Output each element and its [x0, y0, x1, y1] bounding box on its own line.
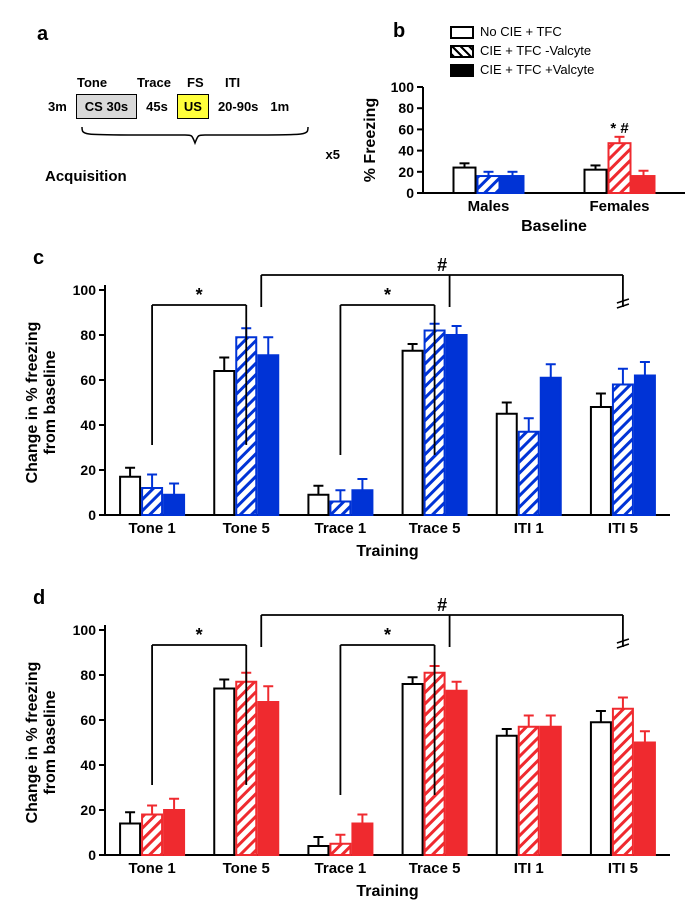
training-chart-males: 0 20 40 60 80 100 Change in % freezingfrom bas…: [15, 240, 685, 570]
sch-label-tone: Tone: [77, 75, 129, 90]
svg-text:60: 60: [80, 712, 96, 728]
svg-text:20: 20: [398, 164, 414, 180]
svg-text:* #: * #: [610, 120, 629, 137]
svg-text:*: *: [196, 625, 203, 645]
svg-text:60: 60: [398, 121, 414, 137]
svg-text:20: 20: [80, 802, 96, 818]
sch-label-trace: Trace: [137, 75, 179, 90]
svg-text:*: *: [196, 285, 203, 305]
sch-1m: 1m: [267, 95, 292, 118]
acquisition-title: Acquisition: [45, 168, 355, 185]
svg-text:Tone 1: Tone 1: [128, 520, 175, 537]
svg-text:60: 60: [80, 372, 96, 388]
svg-text:Trace 5: Trace 5: [409, 520, 461, 537]
sch-label-fs: FS: [187, 75, 217, 90]
panel-b: No CIE + TFC CIE + TFC -Valcyte CIE + TF…: [355, 15, 695, 233]
panel-c: 0 20 40 60 80 100 Change in % freezingfrom bas…: [15, 240, 685, 570]
svg-text:40: 40: [398, 143, 414, 159]
svg-text:ITI 1: ITI 1: [514, 860, 544, 877]
svg-text:Baseline: Baseline: [521, 218, 587, 233]
curly-brace: [80, 125, 310, 145]
svg-text:Training: Training: [356, 883, 418, 900]
panel-d: 0 20 40 60 80 100 Change in % freezingfrom bas…: [15, 580, 685, 910]
svg-text:ITI 1: ITI 1: [514, 520, 544, 537]
svg-text:% Freezing: % Freezing: [362, 98, 379, 182]
svg-text:40: 40: [80, 757, 96, 773]
svg-text:Training: Training: [356, 543, 418, 560]
repeat-x5: x5: [45, 147, 340, 162]
svg-text:100: 100: [391, 79, 415, 95]
svg-text:80: 80: [80, 327, 96, 343]
svg-text:Tone 1: Tone 1: [128, 860, 175, 877]
svg-text:Change in % freezingfrom basel: Change in % freezingfrom baseline: [24, 662, 59, 824]
panel-a-label: a: [37, 23, 48, 46]
svg-text:100: 100: [73, 282, 97, 298]
svg-text:0: 0: [88, 847, 96, 863]
svg-text:Tone 5: Tone 5: [223, 520, 270, 537]
svg-text:Trace 1: Trace 1: [315, 520, 367, 537]
baseline-chart: 0 20 40 60 80 100 % Freezing Males Females * # Bas…: [355, 15, 695, 233]
us-box: US: [177, 94, 209, 119]
cs-box: CS 30s: [76, 94, 137, 119]
svg-text:Trace 1: Trace 1: [315, 860, 367, 877]
svg-text:ITI 5: ITI 5: [608, 520, 638, 537]
svg-text:0: 0: [406, 185, 414, 201]
svg-text:80: 80: [398, 100, 414, 116]
svg-text:*: *: [384, 285, 391, 305]
svg-text:*: *: [384, 625, 391, 645]
svg-text:100: 100: [73, 622, 97, 638]
svg-text:80: 80: [80, 667, 96, 683]
svg-text:20: 20: [80, 462, 96, 478]
svg-text:0: 0: [88, 507, 96, 523]
acquisition-schematic: Tone Trace FS ITI 3m CS 30s 45s US 20-90…: [45, 75, 355, 185]
svg-text:#: #: [437, 255, 447, 275]
svg-text:#: #: [437, 595, 447, 615]
svg-text:ITI 5: ITI 5: [608, 860, 638, 877]
svg-text:Tone 5: Tone 5: [223, 860, 270, 877]
sch-3m: 3m: [45, 95, 70, 118]
training-chart-females: 0 20 40 60 80 100 Change in % freezingfrom bas…: [15, 580, 685, 910]
svg-text:Females: Females: [589, 198, 649, 215]
figure: a Tone Trace FS ITI 3m CS 30s 45s US 20-…: [15, 15, 683, 895]
sch-label-iti: ITI: [225, 75, 265, 90]
panel-a: Tone Trace FS ITI 3m CS 30s 45s US 20-90…: [45, 45, 355, 225]
svg-text:40: 40: [80, 417, 96, 433]
svg-text:Change in % freezingfrom basel: Change in % freezingfrom baseline: [24, 322, 59, 484]
sch-45s: 45s: [143, 95, 171, 118]
svg-text:Males: Males: [468, 198, 510, 215]
sch-2090s: 20-90s: [215, 95, 261, 118]
svg-text:Trace 5: Trace 5: [409, 860, 461, 877]
